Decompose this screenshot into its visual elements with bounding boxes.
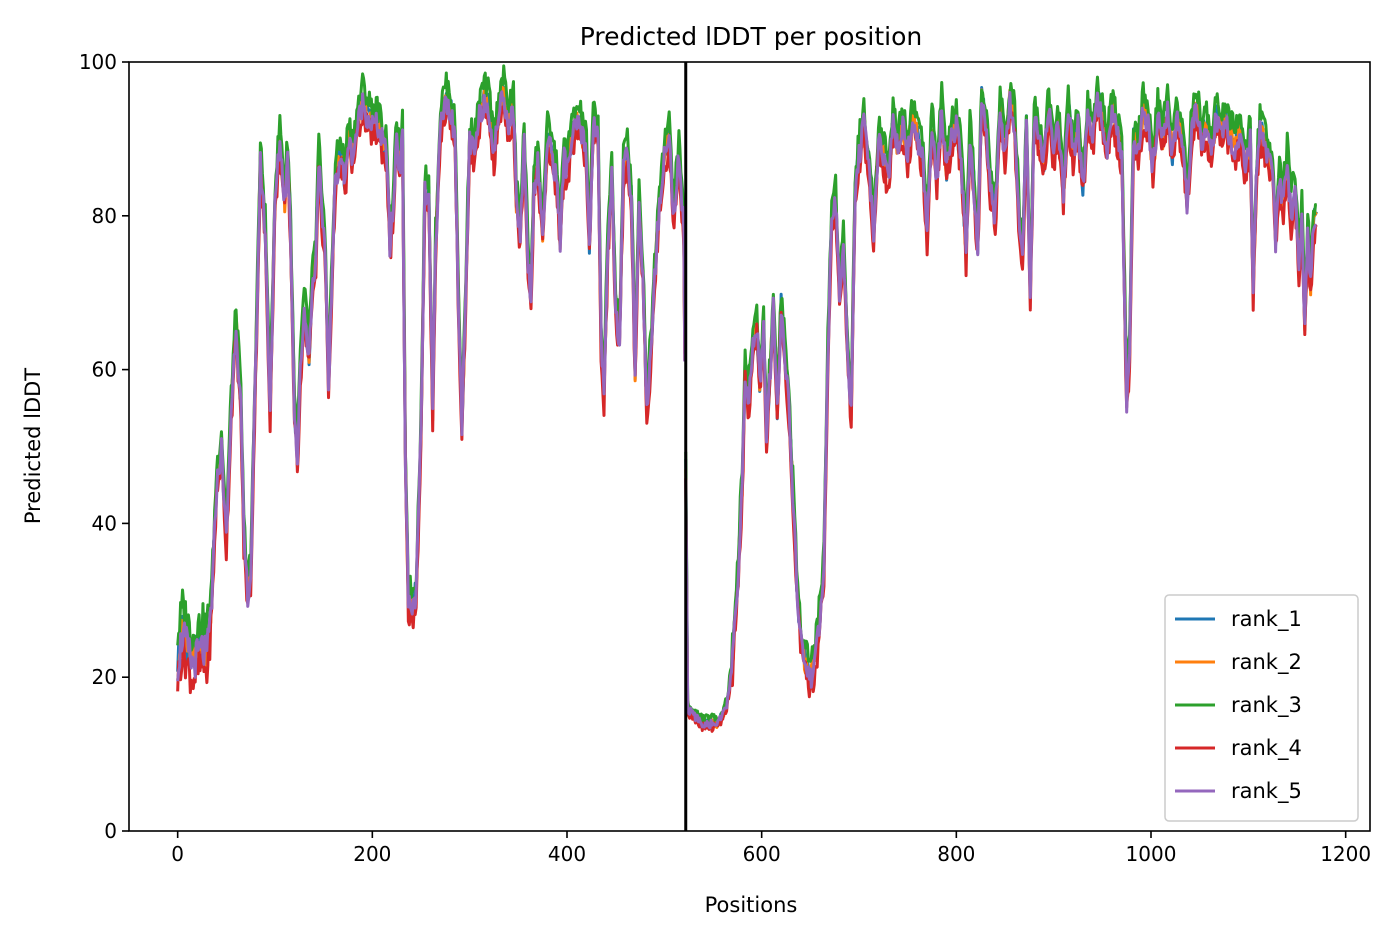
legend-label-rank_3: rank_3: [1231, 693, 1302, 718]
y-tick-label: 80: [92, 204, 117, 228]
y-tick-label: 0: [104, 819, 117, 843]
y-tick-label: 20: [92, 665, 117, 689]
x-tick-label: 800: [937, 842, 975, 866]
x-tick-label: 600: [743, 842, 781, 866]
y-tick-label: 60: [92, 358, 117, 382]
x-tick-label: 1000: [1126, 842, 1177, 866]
legend-label-rank_4: rank_4: [1231, 736, 1302, 761]
legend-label-rank_2: rank_2: [1231, 650, 1302, 675]
series-line-rank_5: [176, 90, 1317, 730]
plot-frame: [128, 61, 1371, 832]
x-tick-label: 1200: [1320, 842, 1371, 866]
y-axis-label: Predicted lDDT: [21, 368, 45, 524]
x-tick-label: 0: [171, 842, 184, 866]
x-axis-label: Positions: [705, 893, 798, 917]
chart-title: Predicted lDDT per position: [580, 22, 922, 51]
legend-label-rank_5: rank_5: [1231, 779, 1302, 804]
y-tick-label: 40: [92, 511, 117, 535]
legend-label-rank_1: rank_1: [1231, 607, 1302, 632]
x-tick-label: 200: [353, 842, 391, 866]
legend-box: [1164, 594, 1359, 822]
x-tick-label: 400: [548, 842, 586, 866]
legend: rank_1 rank_2 rank_3 rank_4 rank_5: [1164, 594, 1359, 822]
y-tick-label: 100: [79, 50, 117, 74]
